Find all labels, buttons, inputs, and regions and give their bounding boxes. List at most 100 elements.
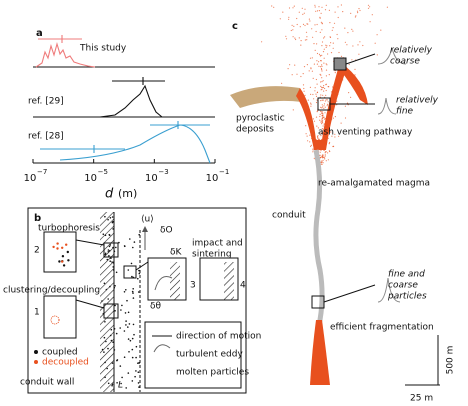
particle [126, 299, 128, 302]
particle [321, 156, 323, 158]
particle [309, 20, 311, 22]
annotation: 3 [190, 281, 196, 291]
x-axis: 10−710−510−310−1 [24, 159, 229, 184]
particle [273, 6, 275, 8]
particle [323, 62, 325, 64]
particle [386, 6, 388, 8]
particle [131, 356, 134, 359]
particle [138, 269, 140, 272]
particle [321, 69, 323, 71]
particle [131, 290, 134, 293]
particle [324, 112, 326, 114]
annotation: particles [387, 292, 427, 302]
particle [138, 272, 141, 275]
tick-label: 10 [24, 173, 37, 184]
particle [362, 44, 364, 47]
particle [321, 128, 323, 130]
particle [325, 4, 327, 6]
fragmentation-zone [310, 320, 330, 385]
particle [321, 111, 323, 113]
particle [356, 10, 359, 12]
callouts [311, 47, 440, 386]
particle [312, 36, 314, 38]
particle [319, 73, 321, 75]
particle [324, 36, 326, 38]
particle [322, 159, 324, 161]
particle [357, 12, 359, 14]
legend-dot [34, 360, 38, 364]
particle [318, 53, 321, 56]
particle [350, 12, 352, 14]
particle [321, 22, 323, 24]
particle [316, 10, 319, 12]
tick-label: 10 [84, 173, 97, 184]
particle [344, 117, 347, 119]
particle [358, 53, 360, 55]
particle [129, 339, 132, 342]
particle [352, 45, 354, 47]
particle [116, 359, 119, 361]
vent [340, 62, 368, 105]
particle [332, 47, 334, 49]
particle [340, 4, 342, 6]
particle [321, 117, 323, 119]
particle [321, 122, 324, 124]
legend-entry: molten particles [176, 368, 249, 378]
particle [115, 271, 118, 274]
particle [296, 17, 298, 20]
particle [322, 86, 324, 89]
particle [138, 386, 140, 388]
particle [318, 61, 320, 63]
legend-entry: direction of motion [176, 332, 261, 342]
particle [330, 131, 332, 133]
particle [271, 5, 273, 7]
particle [319, 151, 321, 153]
particle [346, 44, 348, 46]
particle [307, 23, 309, 25]
particle [334, 136, 336, 138]
particle [320, 100, 322, 102]
particle [306, 135, 308, 137]
particle [380, 29, 382, 31]
particle [292, 29, 294, 31]
particle [61, 246, 64, 249]
particle [303, 12, 305, 14]
particle [311, 28, 313, 30]
particle [342, 11, 344, 13]
tick-label: −5 [98, 168, 108, 176]
particle [58, 260, 61, 263]
particle [291, 24, 293, 26]
particle [131, 380, 134, 382]
particle [315, 10, 317, 12]
particle [315, 93, 317, 95]
particle [367, 7, 370, 9]
particle [367, 4, 370, 6]
annotation: δK [170, 248, 183, 258]
particle [302, 84, 305, 86]
particle [287, 68, 289, 70]
particle [137, 371, 140, 374]
particle [323, 157, 326, 159]
particle [127, 269, 130, 271]
wall [170, 262, 180, 300]
particle [334, 11, 336, 13]
particle [120, 309, 122, 311]
particle [325, 63, 327, 65]
particle [310, 144, 312, 146]
particle [320, 12, 322, 14]
particle [314, 90, 316, 92]
particle [328, 74, 330, 76]
particle [358, 8, 360, 10]
particle [352, 30, 354, 32]
particle [137, 382, 140, 384]
tick-label: −3 [158, 168, 168, 176]
particle [325, 75, 327, 77]
particle [374, 42, 376, 44]
particle [346, 102, 349, 104]
annotation: relatively [390, 46, 433, 56]
particle [318, 65, 320, 67]
particle [320, 106, 322, 108]
conduit [313, 149, 325, 331]
particle [321, 88, 323, 90]
particle [359, 41, 361, 43]
